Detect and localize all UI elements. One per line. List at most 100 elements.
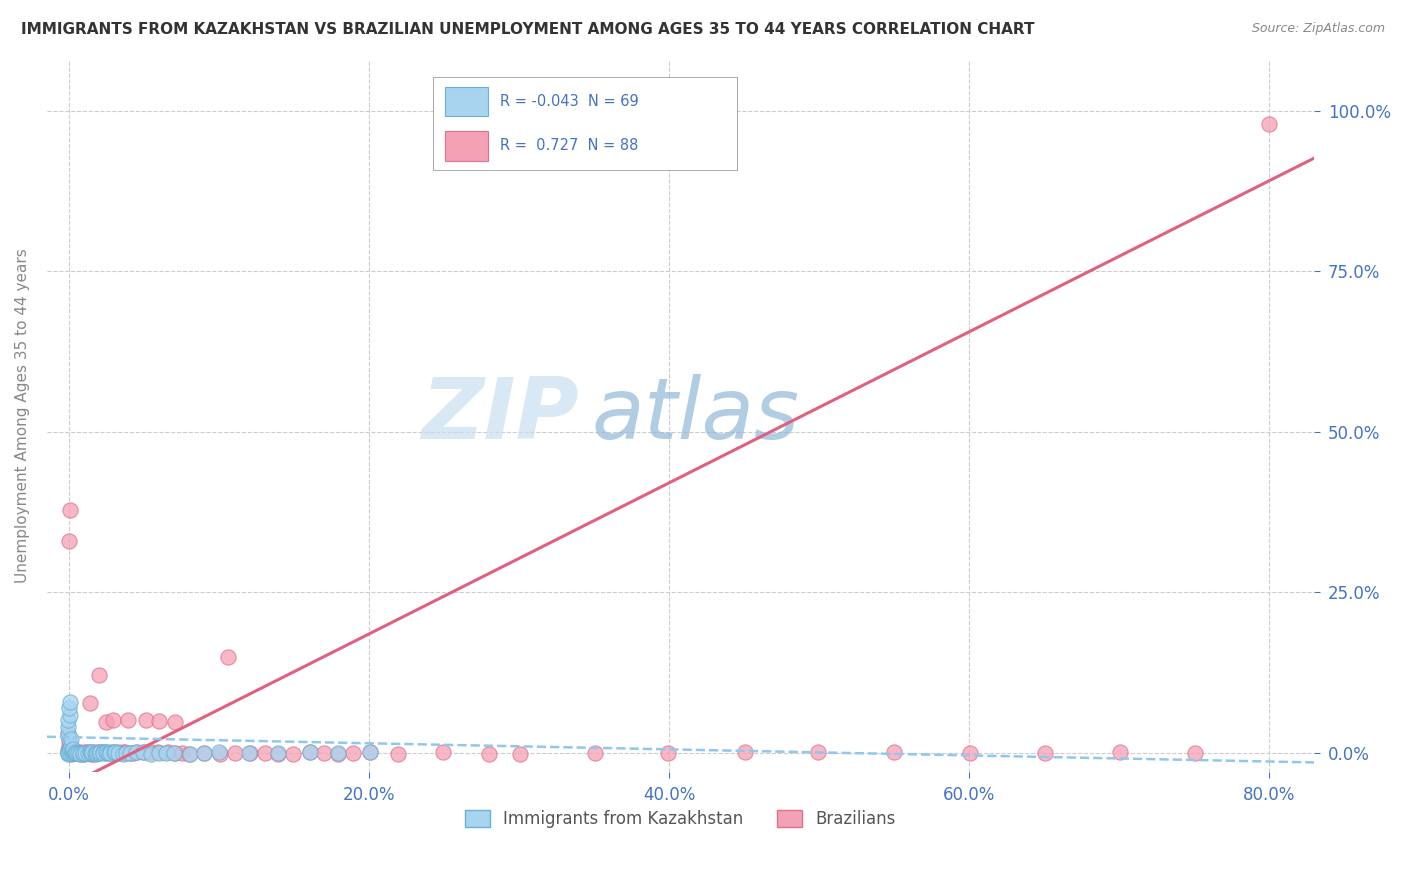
Point <box>155 746 177 760</box>
Point <box>59 746 82 760</box>
Point <box>69 747 91 761</box>
Point <box>224 746 246 760</box>
Point <box>65 745 87 759</box>
Point <box>77 746 100 760</box>
Point <box>89 745 111 759</box>
Point <box>94 746 117 760</box>
Point <box>170 746 193 760</box>
Point <box>162 747 184 761</box>
Point <box>62 743 84 757</box>
Point <box>91 746 114 760</box>
Point <box>103 745 125 759</box>
Point <box>59 745 82 759</box>
Point <box>59 743 82 757</box>
Point <box>432 746 454 760</box>
Point <box>217 649 239 664</box>
Point <box>58 726 80 740</box>
Point <box>66 746 89 760</box>
Point <box>79 696 101 710</box>
Point <box>73 747 96 761</box>
Point <box>59 732 82 747</box>
Point <box>59 745 82 759</box>
Point <box>165 714 187 729</box>
Point <box>281 747 304 761</box>
Point <box>148 714 170 728</box>
Point <box>807 745 830 759</box>
Text: IMMIGRANTS FROM KAZAKHSTAN VS BRAZILIAN UNEMPLOYMENT AMONG AGES 35 TO 44 YEARS C: IMMIGRANTS FROM KAZAKHSTAN VS BRAZILIAN … <box>21 22 1035 37</box>
Point <box>120 746 142 760</box>
Point <box>98 745 121 759</box>
Point <box>59 746 82 760</box>
Text: Source: ZipAtlas.com: Source: ZipAtlas.com <box>1251 22 1385 36</box>
Point <box>59 746 82 760</box>
Point <box>58 747 80 761</box>
Point <box>56 743 79 757</box>
Point <box>60 746 83 760</box>
Point <box>107 746 129 760</box>
Point <box>58 746 80 760</box>
Point <box>1184 747 1206 761</box>
Legend: Immigrants from Kazakhstan, Brazilians: Immigrants from Kazakhstan, Brazilians <box>458 804 903 835</box>
Point <box>58 732 80 747</box>
Point <box>139 745 162 759</box>
Point <box>80 746 103 760</box>
Point <box>87 668 110 682</box>
Point <box>84 747 107 761</box>
Point <box>59 740 82 755</box>
Point <box>62 745 84 759</box>
Point <box>91 745 114 759</box>
Point <box>111 745 134 759</box>
Point <box>58 745 80 759</box>
Point <box>59 739 82 753</box>
Point <box>83 747 105 761</box>
Point <box>80 747 103 761</box>
Point <box>1258 117 1281 131</box>
Point <box>326 747 349 761</box>
Point <box>86 746 108 760</box>
Point <box>148 746 170 760</box>
Point <box>72 746 94 760</box>
Point <box>314 746 336 760</box>
Point <box>97 747 120 761</box>
Point <box>883 745 905 759</box>
Point <box>267 747 290 761</box>
Point <box>56 745 79 759</box>
Point <box>69 746 91 760</box>
Point <box>67 746 90 760</box>
Point <box>359 745 381 759</box>
Point <box>583 746 606 760</box>
Point <box>959 746 981 760</box>
Point <box>96 745 118 759</box>
Point <box>62 746 84 760</box>
Y-axis label: Unemployment Among Ages 35 to 44 years: Unemployment Among Ages 35 to 44 years <box>15 249 30 583</box>
Point <box>208 747 231 761</box>
Point <box>59 746 82 760</box>
Point <box>66 747 89 761</box>
Point <box>1109 745 1132 759</box>
Point <box>115 747 138 761</box>
Point <box>134 746 156 760</box>
Point <box>59 745 82 759</box>
Point <box>165 746 187 760</box>
Point <box>125 745 148 759</box>
Point <box>56 713 79 727</box>
Point <box>89 745 111 759</box>
Point <box>103 713 125 727</box>
Point <box>734 746 756 760</box>
Point <box>75 745 97 759</box>
Point <box>80 746 103 760</box>
Point <box>298 746 321 760</box>
Point <box>114 745 136 759</box>
Point <box>135 713 157 727</box>
Point <box>96 714 118 729</box>
Point <box>58 739 80 753</box>
Point <box>239 747 262 761</box>
Point <box>67 746 90 760</box>
Point <box>100 746 122 760</box>
Point <box>107 745 129 759</box>
Point <box>132 745 155 759</box>
Point <box>59 708 82 723</box>
Point <box>101 745 124 759</box>
Point <box>111 747 134 761</box>
Point <box>77 746 100 760</box>
